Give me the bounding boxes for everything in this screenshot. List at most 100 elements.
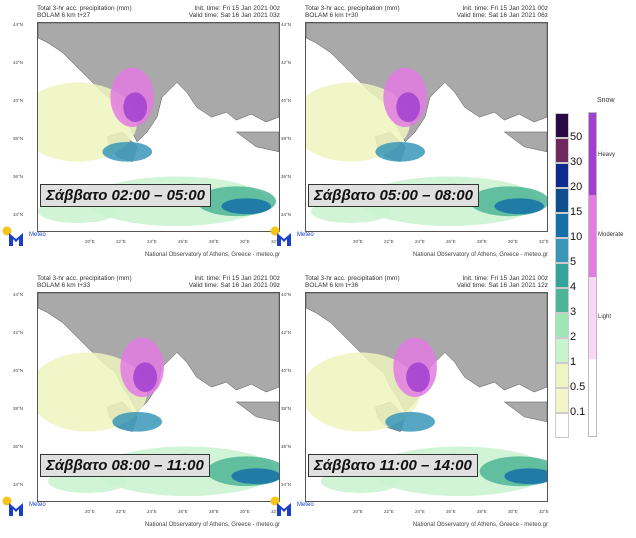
lat-tick: 44°N [281,292,292,297]
meteo-logo: Meteo [2,226,62,250]
lat-tick: 40°N [281,368,292,373]
lat-tick: 36°N [281,174,292,179]
precipitation-colorbar [555,113,569,438]
lat-tick: 38°N [13,406,24,411]
lat-tick: 38°N [13,136,24,141]
colorbar-swatch [555,138,569,163]
lon-tick: 24°E [415,239,425,244]
colorbar-swatch [555,313,569,338]
lat-tick: 44°N [13,292,24,297]
colorbar-label: 10 [570,231,583,243]
panel-title: Total 3-hr acc. precipitation (mm) BOLAM … [305,5,400,19]
precip-area [102,141,153,162]
logo-text: Meteo [297,232,314,238]
title-line: Total 3-hr acc. precipitation (mm) [305,5,400,12]
lon-tick: 32°E [271,239,281,244]
lon-tick: 20°E [353,239,363,244]
precip-area [406,362,430,393]
lon-tick: 32°E [271,509,281,514]
lon-tick: 24°E [147,509,157,514]
lon-tick: 30°E [508,239,518,244]
lat-tick: 38°N [281,406,292,411]
lon-tick: 30°E [240,509,250,514]
snow-title: Snow [597,97,615,104]
lat-tick: 42°N [13,330,24,335]
map-panel: Total 3-hr acc. precipitation (mm) BOLAM … [268,270,568,538]
lat-tick: 40°N [13,98,24,103]
logo-text: Meteo [297,502,314,508]
title-line: Total 3-hr acc. precipitation (mm) [37,275,132,282]
valid-time: Valid time: Sat 16 Jan 2021 06z [456,12,548,19]
lat-tick: 36°N [13,174,24,179]
panel-times: Init. time: Fri 15 Jan 2021 00z Valid tim… [457,5,548,19]
precip-area [112,411,162,432]
credit-text: National Observatory of Athens, Greece -… [144,252,280,258]
colorbar-label: 30 [570,156,583,168]
lon-tick: 20°E [85,239,95,244]
lon-tick: 28°E [209,239,219,244]
colorbar-swatch [555,388,569,413]
lat-tick: 38°N [281,136,292,141]
snow-moderate-swatch [589,195,596,277]
valid-time: Valid time: Sat 16 Jan 2021 03z [188,12,280,19]
snow-light-label: Light [598,314,612,320]
model-line: BOLAM 6 km t+27 [37,12,91,19]
panel-times: Init. time: Fri 15 Jan 2021 00z Valid tim… [189,275,280,289]
lon-tick: 24°E [147,239,157,244]
lat-tick: 40°N [281,98,292,103]
precip-area [133,362,158,393]
title-line: Total 3-hr acc. precipitation (mm) [37,5,132,12]
init-time: Init. time: Fri 15 Jan 2021 00z [194,5,280,12]
precip-area [231,468,279,485]
meteo-logo: Meteo [2,496,62,520]
lon-tick: 28°E [477,509,487,514]
colorbar-swatch [555,263,569,288]
colorbar-label: 20 [570,181,583,193]
lat-tick: 36°N [281,444,292,449]
colorbar-swatch [555,113,569,138]
lon-tick: 22°E [116,239,126,244]
credit-text: National Observatory of Athens, Greece -… [412,252,548,258]
title-line: Total 3-hr acc. precipitation (mm) [305,275,400,282]
panel-times: Init. time: Fri 15 Jan 2021 00z Valid tim… [189,5,280,19]
snow-moderate-label: Moderate [598,232,624,238]
credit-text: National Observatory of Athens, Greece -… [412,522,548,528]
model-line: BOLAM 6 km t+33 [37,282,91,289]
lat-tick: 44°N [281,22,292,27]
lon-tick: 28°E [209,509,219,514]
colorbar-label: 50 [570,131,583,143]
precip-area [504,468,547,485]
time-period-label: Σάββατο 11:00 – 14:00 [308,454,478,477]
valid-time: Valid time: Sat 16 Jan 2021 09z [188,282,280,289]
lon-tick: 22°E [116,509,126,514]
lon-tick: 28°E [477,239,487,244]
lon-tick: 30°E [508,509,518,514]
panel-title: Total 3-hr acc. precipitation (mm) BOLAM … [37,5,132,19]
colorbar-label: 3 [570,306,577,318]
colorbar-label: 0.1 [570,406,586,418]
snow-colorbar [588,112,597,437]
logo-text: Meteo [29,502,46,508]
precip-area [221,198,272,215]
lon-tick: 26°E [446,239,456,244]
time-period-label: Σάββατο 08:00 – 11:00 [40,454,210,477]
lat-tick: 44°N [13,22,24,27]
precip-area [123,92,148,123]
colorbar-swatch [555,288,569,313]
model-line: BOLAM 6 km t+36 [305,282,359,289]
lon-tick: 20°E [353,509,363,514]
lat-tick: 34°N [281,212,292,217]
colorbar-swatch [555,363,569,388]
map-panel: Total 3-hr acc. precipitation (mm) BOLAM … [268,0,568,268]
lon-tick: 26°E [446,509,456,514]
logo-text: Meteo [29,232,46,238]
precip-area [494,198,545,215]
init-time: Init. time: Fri 15 Jan 2021 00z [462,5,548,12]
credit-text: National Observatory of Athens, Greece -… [144,522,280,528]
colorbar-swatch [555,238,569,263]
lon-tick: 22°E [384,509,394,514]
lon-tick: 22°E [384,239,394,244]
colorbar-label: 5 [570,256,577,268]
time-period-label: Σάββατο 05:00 – 08:00 [308,184,479,207]
time-period-label: Σάββατο 02:00 – 05:00 [40,184,211,207]
